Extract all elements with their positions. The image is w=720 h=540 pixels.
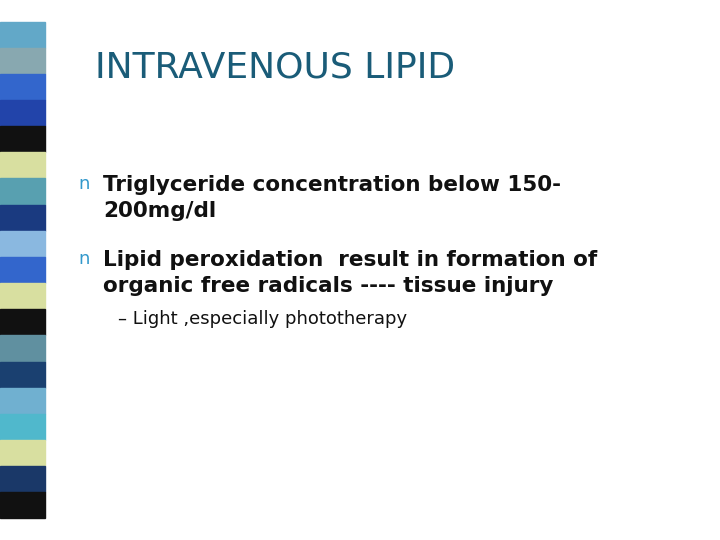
Bar bbox=[0, 388, 45, 414]
Bar bbox=[0, 309, 45, 335]
Text: n: n bbox=[78, 250, 89, 268]
Bar bbox=[0, 231, 45, 257]
Bar bbox=[0, 257, 45, 283]
Bar bbox=[0, 283, 45, 309]
Text: INTRAVENOUS LIPID: INTRAVENOUS LIPID bbox=[95, 50, 455, 84]
Text: Lipid peroxidation  result in formation of: Lipid peroxidation result in formation o… bbox=[103, 250, 598, 270]
Bar bbox=[0, 152, 45, 179]
Text: organic free radicals ---- tissue injury: organic free radicals ---- tissue injury bbox=[103, 276, 554, 296]
Bar bbox=[0, 74, 45, 100]
Bar bbox=[0, 492, 45, 518]
Text: n: n bbox=[78, 175, 89, 193]
Bar bbox=[0, 414, 45, 440]
Text: – Light ,especially phototherapy: – Light ,especially phototherapy bbox=[118, 310, 407, 328]
Bar bbox=[0, 466, 45, 492]
Bar bbox=[0, 335, 45, 361]
Text: 200mg/dl: 200mg/dl bbox=[103, 201, 216, 221]
Bar bbox=[0, 440, 45, 466]
Bar bbox=[0, 179, 45, 205]
Bar bbox=[0, 100, 45, 126]
Bar bbox=[0, 126, 45, 152]
Bar bbox=[0, 205, 45, 231]
Bar bbox=[0, 361, 45, 388]
Text: Triglyceride concentration below 150-: Triglyceride concentration below 150- bbox=[103, 175, 561, 195]
Bar bbox=[0, 48, 45, 74]
Bar bbox=[0, 22, 45, 48]
